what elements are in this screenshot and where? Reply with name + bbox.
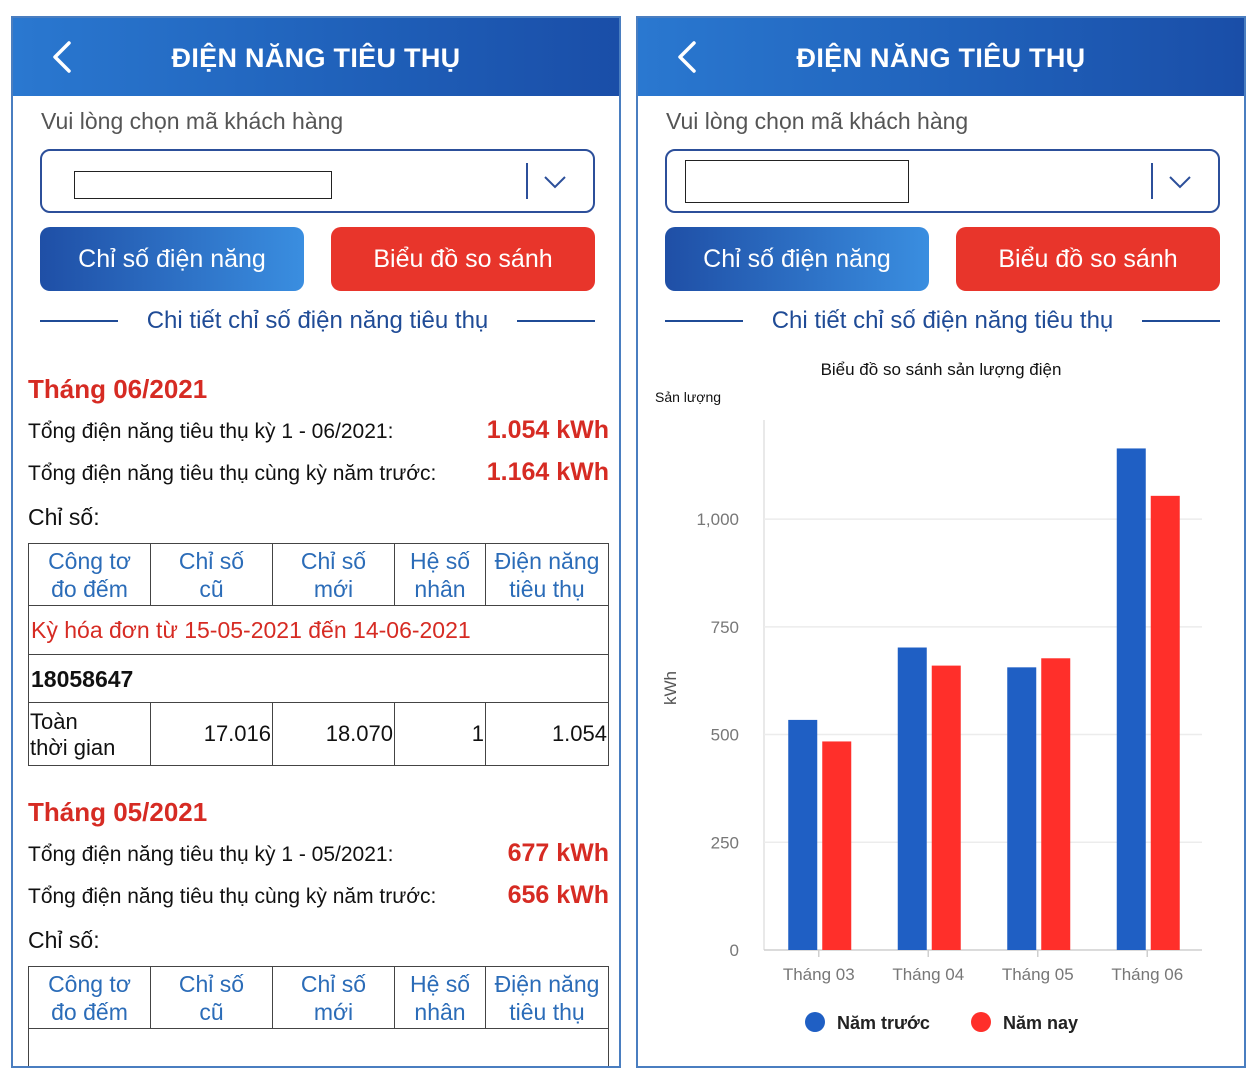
page-title: ĐIỆN NĂNG TIÊU THỤ <box>796 43 1086 73</box>
y-axis-label: kWh <box>661 671 680 705</box>
bar-prev-year <box>1116 448 1146 950</box>
cell-multiplier: 1 <box>395 703 486 765</box>
customer-code-field[interactable] <box>685 160 909 203</box>
table-header-row: Công tơ đo đếm Chỉ số cũ Chỉ số mới Hệ số nh… <box>29 967 608 1029</box>
bar-this-year <box>822 741 852 950</box>
select-divider <box>526 163 528 199</box>
customer-select-label: Vui lòng chọn mã khách hàng <box>666 108 969 134</box>
detail-title: Chi tiết chỉ số điện năng tiêu thụ <box>665 305 1220 337</box>
col-header-old-index: Chỉ số cũ <box>151 967 273 1028</box>
index-table: Công tơ đo đếm Chỉ số cũ Chỉ số mới Hệ số nh… <box>28 966 609 1066</box>
chart-subtitle: Sản lượng <box>655 389 722 405</box>
bar-prev-year <box>788 719 818 950</box>
legend-dot-blue <box>805 1012 825 1032</box>
legend-label: Năm nay <box>1003 1013 1079 1033</box>
app-header: ĐIỆN NĂNG TIÊU THỤ <box>638 18 1244 96</box>
detail-title-text: Chi tiết chỉ số điện năng tiêu thụ <box>771 307 1114 334</box>
bar-this-year <box>931 665 961 950</box>
total-value: 677 kWh <box>507 839 609 867</box>
bar-prev-year <box>897 647 927 950</box>
col-header-consumption: Điện năng tiêu thụ <box>494 548 600 602</box>
bar-this-year <box>1041 658 1071 950</box>
index-table: Công tơ đo đếm Chỉ số cũ Chỉ số mới Hệ số nh… <box>28 543 609 766</box>
prev-year-label: Tổng điện năng tiêu thụ cùng kỳ năm trướ… <box>28 885 437 908</box>
total-row: Tổng điện năng tiêu thụ kỳ 1 - 06/2021: … <box>28 414 609 448</box>
legend-item-prev-year[interactable]: Năm trước <box>805 1012 930 1034</box>
divider-line <box>40 320 118 322</box>
index-label: Chỉ số: <box>28 504 100 530</box>
x-tick-label: Tháng 06 <box>1111 965 1183 984</box>
total-label: Tổng điện năng tiêu thụ kỳ 1 - 06/2021: <box>28 420 394 443</box>
prev-year-row: Tổng điện năng tiêu thụ cùng kỳ năm trướ… <box>28 456 609 490</box>
total-value: 1.054 kWh <box>486 416 609 444</box>
col-header-meter: Công tơ đo đếm <box>29 967 151 1028</box>
y-tick-label: 1,000 <box>696 510 739 529</box>
comparison-bar-chart: 0 250 500 750 1,000 kWh Tháng 03 Tháng 04 Tháng … <box>661 420 1202 984</box>
prev-year-row: Tổng điện năng tiêu thụ cùng kỳ năm trướ… <box>28 879 609 913</box>
col-header-old-index: Chỉ số cũ <box>151 544 273 605</box>
bar-prev-year <box>1007 667 1037 950</box>
screen-compare: ĐIỆN NĂNG TIÊU THỤ Vui lòng chọn mã khác… <box>636 16 1246 1068</box>
table-header-row: Công tơ đo đếm Chỉ số cũ Chỉ số mới Hệ số nh… <box>29 544 608 606</box>
prev-year-label: Tổng điện năng tiêu thụ cùng kỳ năm trướ… <box>28 462 437 485</box>
chart-title: Biểu đồ so sánh sản lượng điện <box>820 360 1062 379</box>
col-header-new-index: Chỉ số mới <box>273 544 395 605</box>
customer-select[interactable] <box>40 149 595 213</box>
col-header-multiplier: Hệ số nhân <box>395 967 486 1028</box>
legend-label: Năm trước <box>837 1013 930 1033</box>
month-title: Tháng 06/2021 <box>28 374 208 404</box>
billing-period: Kỳ hóa đơn từ 15-05-2021 đến 14-06-2021 <box>29 606 608 655</box>
prev-year-value: 1.164 kWh <box>486 458 609 486</box>
col-header-consumption: Điện năng tiêu thụ <box>494 971 600 1025</box>
divider-line <box>517 320 595 322</box>
cell-old-index: 17.016 <box>151 703 273 765</box>
prev-year-value: 656 kWh <box>507 881 609 909</box>
col-header-new-index: Chỉ số mới <box>273 967 395 1028</box>
index-label: Chỉ số: <box>28 927 100 953</box>
customer-select[interactable] <box>665 149 1220 213</box>
screen-index: ĐIỆN NĂNG TIÊU THỤ Vui lòng chọn mã khác… <box>11 16 621 1068</box>
legend-dot-red <box>971 1012 991 1032</box>
select-divider <box>1151 163 1153 199</box>
cell-consumption: 1.054 <box>551 721 607 746</box>
back-arrow-icon[interactable] <box>47 40 81 74</box>
x-tick-label: Tháng 04 <box>892 965 964 984</box>
total-label: Tổng điện năng tiêu thụ kỳ 1 - 05/2021: <box>28 843 394 866</box>
back-arrow-icon[interactable] <box>672 40 706 74</box>
y-tick-label: 250 <box>711 833 739 852</box>
index-tab-button[interactable]: Chỉ số điện năng <box>40 227 304 291</box>
app-header: ĐIỆN NĂNG TIÊU THỤ <box>13 18 619 96</box>
bar-this-year <box>1150 495 1180 950</box>
index-tab-button[interactable]: Chỉ số điện năng <box>665 227 929 291</box>
y-tick-label: 0 <box>730 941 739 960</box>
detail-title-text: Chi tiết chỉ số điện năng tiêu thụ <box>146 307 489 334</box>
detail-title: Chi tiết chỉ số điện năng tiêu thụ <box>40 305 595 337</box>
cell-time-period: Toàn thời gian <box>29 703 151 765</box>
divider-line <box>1142 320 1220 322</box>
month-title: Tháng 05/2021 <box>28 797 208 827</box>
chevron-down-icon[interactable] <box>1167 169 1193 195</box>
cell-new-index: 18.070 <box>273 703 395 765</box>
table-row: Toàn thời gian 17.016 18.070 1 1.054 <box>29 703 608 765</box>
customer-code-field[interactable] <box>74 171 332 199</box>
page-title: ĐIỆN NĂNG TIÊU THỤ <box>171 43 461 73</box>
y-tick-label: 500 <box>711 726 739 745</box>
chevron-down-icon[interactable] <box>542 169 568 195</box>
compare-chart-button[interactable]: Biểu đồ so sánh <box>331 227 595 291</box>
x-tick-label: Tháng 03 <box>783 965 855 984</box>
divider-line <box>665 320 743 322</box>
compare-chart-button[interactable]: Biểu đồ so sánh <box>956 227 1220 291</box>
customer-select-label: Vui lòng chọn mã khách hàng <box>41 108 344 134</box>
y-tick-label: 750 <box>711 618 739 637</box>
x-tick-label: Tháng 05 <box>1002 965 1074 984</box>
meter-number: 18058647 <box>29 655 608 703</box>
col-header-multiplier: Hệ số nhân <box>395 544 486 605</box>
col-header-meter: Công tơ đo đếm <box>29 544 151 605</box>
legend-item-this-year[interactable]: Năm nay <box>971 1012 1078 1034</box>
total-row: Tổng điện năng tiêu thụ kỳ 1 - 05/2021: … <box>28 837 609 871</box>
